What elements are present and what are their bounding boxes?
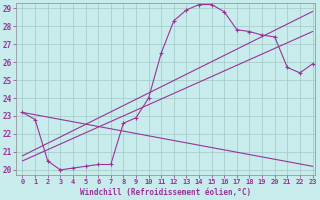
X-axis label: Windchill (Refroidissement éolien,°C): Windchill (Refroidissement éolien,°C) [80, 188, 251, 197]
